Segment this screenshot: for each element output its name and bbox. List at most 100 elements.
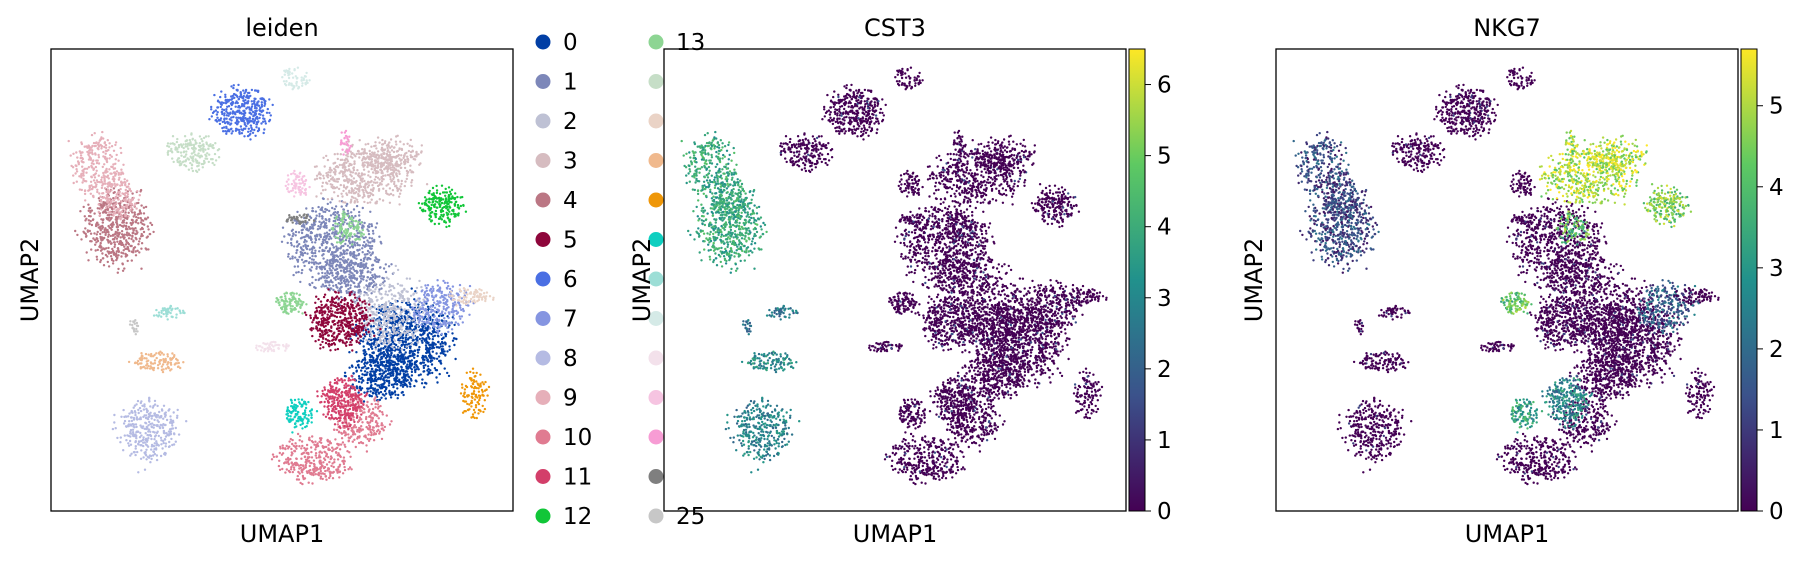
scatter-point [361,269,364,272]
scatter-point [336,347,340,351]
scatter-point [153,399,157,403]
scatter-point [372,181,375,184]
scatter-point [328,280,331,283]
scatter-point [373,153,376,156]
scatter-point [389,303,392,306]
scatter-point [332,223,335,227]
scatter-point [96,207,100,210]
scatter-point [358,182,362,185]
scatter-point [396,376,399,379]
scatter-point [352,250,356,254]
scatter-point [365,330,368,334]
scatter-point [388,151,391,154]
scatter-point [137,216,140,220]
scatter-point [426,373,429,376]
scatter-point [423,331,426,335]
scatter-point [358,299,362,302]
scatter-point [132,229,135,232]
scatter-point [372,331,376,335]
scatter-point [216,106,220,109]
scatter-point [355,152,358,156]
scatter-point [334,230,337,234]
scatter-point [448,348,451,351]
scatter-point [341,163,344,167]
scatter-point [398,321,401,324]
scatter-point [107,246,110,250]
scatter-point [345,344,348,347]
scatter-point [132,418,136,421]
scatter-point [406,333,410,337]
scatter-point [395,143,398,146]
scatter-point [147,228,150,231]
scatter-point [330,298,334,301]
scatter-point [412,307,415,310]
scatter-point [349,155,352,158]
scatter-point [268,120,271,123]
scatter-point [373,164,377,168]
scatter-point [244,88,248,92]
scatter-point [368,394,371,397]
scatter-point [124,247,127,251]
scatter-point [223,120,226,123]
scatter-point [408,376,411,379]
scatter-point [324,222,328,225]
scatter-point [351,255,355,258]
scatter-point [431,350,434,353]
scatter-point [129,423,132,426]
scatter-point [321,181,325,184]
scatter-point [349,335,352,338]
scatter-point [443,350,446,353]
scatter-point [351,272,354,275]
scatter-point [368,278,372,281]
scatter-point [361,358,365,362]
scatter-point [377,258,380,262]
scatter-point [376,307,380,310]
scatter-point [392,312,396,315]
scatter-point [134,447,137,450]
scatter-point [391,163,394,166]
scatter-point [223,118,226,121]
scatter-point [354,214,357,218]
scatter-point [237,83,240,87]
scatter-point [455,312,459,315]
scatter-point [355,369,358,372]
scatter-point [332,257,335,260]
scatter-point [130,452,133,455]
scatter-point [366,293,369,297]
scatter-point [268,98,271,101]
scatter-point [137,443,140,446]
scatter-point [94,243,97,246]
scatter-point [345,204,348,207]
scatter-point [426,293,429,296]
scatter-point [328,329,332,333]
scatter-point [350,188,354,191]
scatter-point [434,368,438,372]
scatter-point [364,187,367,190]
scatter-point [366,381,369,385]
scatter-point [239,92,242,95]
scatter-point [124,225,128,228]
scatter-point [370,198,373,201]
scatter-point [358,214,361,217]
scatter-point [93,212,96,215]
scatter-point [371,251,374,254]
scatter-point [320,265,323,268]
scatter-point [148,232,152,236]
scatter-point [291,255,294,258]
scatter-point [381,306,384,309]
scatter-point [303,238,307,242]
scatter-point [370,145,373,148]
scatter-point [341,321,344,325]
scatter-point [364,253,367,256]
scatter-point [236,123,239,126]
scatter-point [114,255,118,258]
scatter-point [163,452,166,456]
scatter-point [144,421,147,424]
scatter-point [311,275,314,279]
scatter-point [317,225,320,228]
scatter-point [290,238,293,241]
scatter-point [421,341,424,344]
scatter-point [329,271,333,275]
scatter-point [379,361,382,364]
scatter-point [364,350,367,354]
